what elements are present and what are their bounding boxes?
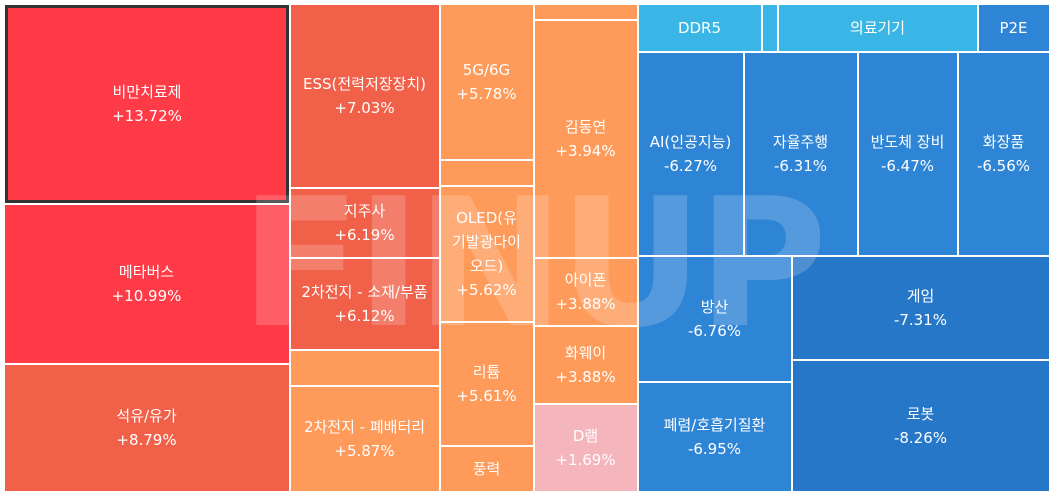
treemap-cell[interactable]: 게임 -7.31%	[792, 256, 1050, 360]
treemap-cell[interactable]: 화웨이 +3.88%	[534, 326, 638, 404]
treemap-cell[interactable]: 풍력	[440, 446, 534, 492]
cell-label: 의료기기	[849, 18, 906, 37]
cell-change-value: -6.56%	[976, 156, 1031, 175]
cell-change-value: +1.69%	[555, 450, 616, 469]
treemap-cell[interactable]: 2차전지 - 폐배터리 +5.87%	[290, 386, 440, 492]
treemap-cell[interactable]: 석유/유가 +8.79%	[4, 364, 290, 492]
cell-change-value: -6.95%	[687, 439, 742, 458]
cell-change-value: +13.72%	[112, 107, 182, 125]
cell-label: 2차전지 - 폐배터리	[303, 417, 426, 436]
cell-label: 리튬	[472, 362, 501, 381]
cell-label: ESS(전력저장장치)	[302, 74, 427, 93]
treemap-cell[interactable]: 로봇 -8.26%	[792, 360, 1050, 492]
cell-label: 폐렴/호흡기질환	[663, 415, 766, 434]
cell-change-value: -6.27%	[663, 156, 718, 175]
cell-change-value: +5.78%	[456, 84, 517, 103]
cell-change-value: -6.47%	[880, 156, 935, 175]
cell-change-value: -8.26%	[893, 428, 948, 447]
treemap-cell[interactable]	[440, 160, 534, 186]
cell-change-value: +6.12%	[334, 306, 395, 325]
treemap-cell[interactable]: 화장품 -6.56%	[958, 52, 1050, 256]
cell-label: P2E	[999, 18, 1028, 37]
treemap-cell[interactable]: DDR5	[638, 4, 762, 52]
treemap-cell[interactable]: 김동연 +3.94%	[534, 20, 638, 258]
treemap-cell[interactable]: 메타버스 +10.99%	[4, 204, 290, 364]
cell-label: OLED(유기발광다이오드)	[451, 208, 521, 275]
cell-change-value: -7.31%	[893, 310, 948, 329]
treemap-cell[interactable]: 2차전지 - 소재/부품 +6.12%	[290, 258, 440, 350]
treemap-cell[interactable]: 반도체 장비 -6.47%	[858, 52, 958, 256]
treemap-cell[interactable]: 자율주행 -6.31%	[744, 52, 858, 256]
treemap-cell[interactable]: 의료기기	[778, 4, 978, 52]
cell-label: 로봇	[906, 404, 935, 423]
cell-change-value: +5.87%	[334, 441, 395, 460]
cell-label: 아이폰	[564, 270, 607, 289]
treemap-cell[interactable]: 방산 -6.76%	[638, 256, 792, 382]
cell-label: 자율주행	[772, 132, 829, 151]
cell-label: 화장품	[982, 132, 1025, 151]
cell-label: AI(인공지능)	[649, 132, 732, 151]
treemap-cell[interactable]: P2E	[978, 4, 1050, 52]
cell-label: 반도체 장비	[870, 132, 945, 151]
cell-change-value: +7.03%	[334, 98, 395, 117]
cell-change-value: +3.88%	[555, 367, 616, 386]
treemap-cell[interactable]	[290, 350, 440, 386]
treemap-cell[interactable]: 지주사 +6.19%	[290, 188, 440, 258]
cell-label: 지주사	[343, 201, 386, 220]
cell-change-value: +10.99%	[111, 286, 182, 305]
treemap-cell[interactable]: ESS(전력저장장치) +7.03%	[290, 4, 440, 188]
cell-change-value: +8.79%	[116, 430, 177, 449]
cell-change-value: +5.61%	[456, 386, 517, 405]
treemap-cell[interactable]: 리튬 +5.61%	[440, 322, 534, 446]
cell-change-value: +5.62%	[456, 280, 517, 299]
treemap-cell[interactable]: AI(인공지능) -6.27%	[638, 52, 744, 256]
cell-label: DDR5	[677, 18, 722, 37]
cell-label: 게임	[906, 286, 935, 305]
treemap-cell[interactable]: D램 +1.69%	[534, 404, 638, 492]
treemap-cell[interactable]	[534, 4, 638, 20]
cell-change-value: +6.19%	[334, 225, 395, 244]
cell-label: 메타버스	[118, 262, 175, 281]
cell-label: 화웨이	[564, 343, 607, 362]
cell-change-value: +3.88%	[555, 294, 616, 313]
cell-label: 방산	[700, 297, 729, 316]
cell-label: 비만치료제	[112, 83, 182, 101]
treemap-cell[interactable]: 폐렴/호흡기질환 -6.95%	[638, 382, 792, 492]
cell-change-value: +3.94%	[555, 141, 616, 160]
cell-change-value: -6.76%	[687, 321, 742, 340]
treemap-cell[interactable]: 비만치료제 +13.72%	[4, 4, 290, 204]
treemap-cell[interactable]	[762, 4, 778, 52]
cell-label: 석유/유가	[116, 406, 177, 425]
cell-label: D램	[572, 426, 599, 445]
treemap-cell[interactable]: OLED(유기발광다이오드) +5.62%	[440, 186, 534, 322]
cell-label: 5G/6G	[462, 60, 511, 79]
treemap-cell[interactable]: 5G/6G +5.78%	[440, 4, 534, 160]
cell-label: 김동연	[564, 117, 607, 136]
cell-label: 풍력	[472, 459, 501, 478]
treemap-cell[interactable]: 아이폰 +3.88%	[534, 258, 638, 326]
cell-label: 2차전지 - 소재/부품	[301, 282, 428, 301]
cell-change-value: -6.31%	[773, 156, 828, 175]
